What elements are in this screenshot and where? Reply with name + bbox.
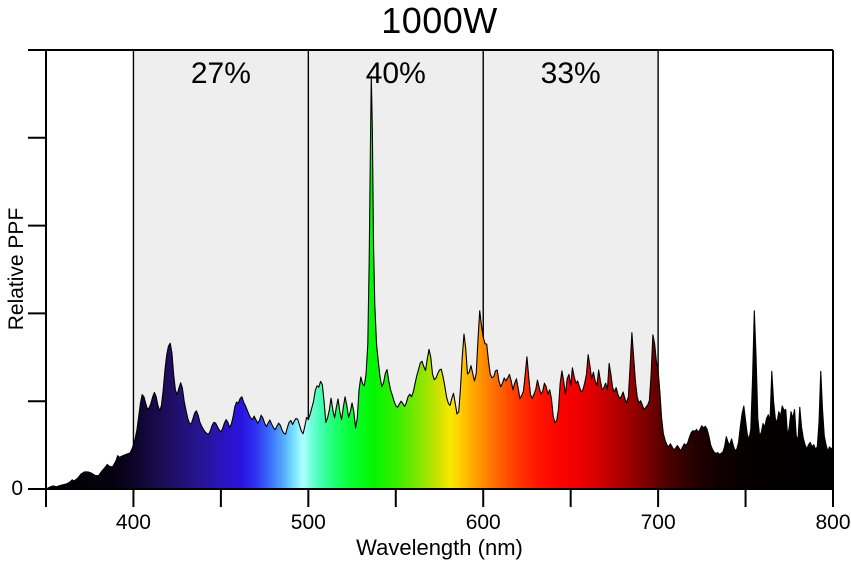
x-axis-label: Wavelength (nm) [356, 535, 523, 560]
band-label-33pct: 33% [540, 57, 601, 90]
x-tick-label-600: 600 [465, 511, 501, 534]
x-tick-label-800: 800 [815, 511, 851, 534]
band-label-40pct: 40% [365, 57, 426, 90]
x-tick-label-500: 500 [290, 511, 326, 534]
y-tick-label-zero: 0 [11, 477, 23, 500]
spectrum-curve [45, 75, 834, 490]
y-axis-label: Relative PPF [5, 207, 28, 331]
chart-title: 1000W [381, 0, 498, 41]
x-tick-label-400: 400 [115, 511, 151, 534]
band-label-27pct: 27% [190, 57, 251, 90]
x-tick-label-700: 700 [640, 511, 676, 534]
